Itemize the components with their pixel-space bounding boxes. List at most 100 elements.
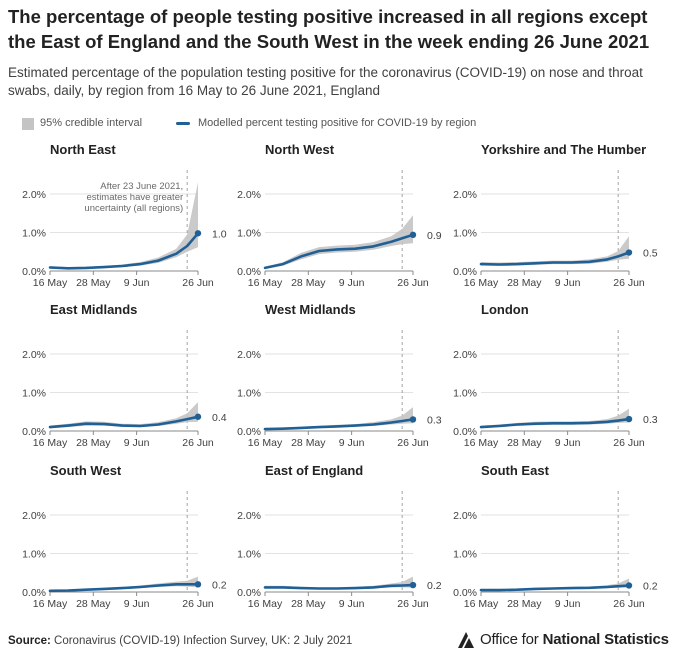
series-line (263, 583, 415, 590)
x-tick-label: 28 May (507, 277, 542, 289)
x-tick-label: 9 Jun (339, 598, 365, 610)
legend-swatch-interval (22, 118, 34, 130)
series-line (263, 418, 415, 431)
y-tick-label: 1.0% (237, 549, 261, 561)
end-value-label: 1.0 (212, 228, 227, 240)
y-tick-label: 1.0% (453, 549, 477, 561)
credible-interval-band (481, 236, 629, 266)
x-tick-label: 28 May (76, 437, 111, 449)
y-tick-label: 0.0% (453, 587, 477, 599)
annotation-text: uncertainty (all regions) (84, 203, 183, 214)
x-tick-label: 16 May (33, 437, 68, 449)
x-tick-label: 26 Jun (397, 437, 429, 449)
panel-east-midlands: East Midlands 0.0% 1.0% 2.0% 16 May 28 May 9 J… (22, 302, 227, 449)
x-tick-label: 16 May (248, 598, 283, 610)
source-note: Source: Coronavirus (COVID-19) Infection… (8, 635, 352, 647)
y-tick-label: 1.0% (453, 388, 477, 400)
x-tick-label: 26 Jun (613, 598, 645, 610)
y-tick-label: 0.0% (22, 266, 46, 278)
panel-north-west: North West 0.0% 1.0% 2.0% 16 May 28 May 9 Jun 2… (237, 142, 442, 289)
y-tick-label: 1.0% (453, 228, 477, 240)
series-line (48, 232, 200, 270)
series-end-point (409, 581, 417, 589)
panel-south-west: South West 0.0% 1.0% 2.0% 16 May 28 May 9 Jun 2… (22, 463, 227, 610)
panel-title: North East (50, 142, 116, 157)
x-tick-label: 16 May (33, 598, 68, 610)
series-line (48, 415, 200, 429)
series-line (479, 417, 631, 429)
panel-east-of-england: East of England 0.0% 1.0% 2.0% 16 May 28 May 9… (237, 463, 442, 610)
x-tick-label: 26 Jun (613, 277, 645, 289)
source-text: Coronavirus (COVID-19) Infection Survey,… (54, 635, 353, 647)
x-tick-label: 9 Jun (339, 277, 365, 289)
panel-south-east: South East 0.0% 1.0% 2.0% 16 May 28 May 9 Jun 2… (453, 463, 658, 610)
legend-swatch-line (176, 122, 190, 125)
y-tick-label: 2.0% (237, 510, 261, 522)
chart-title: The percentage of people testing positiv… (8, 6, 650, 52)
panel-title: West Midlands (265, 302, 356, 317)
panel-title: South East (481, 463, 550, 478)
end-value-label: 0.2 (643, 580, 658, 592)
x-tick-label: 28 May (291, 277, 326, 289)
panel-title: East of England (265, 463, 363, 478)
y-tick-label: 1.0% (22, 388, 46, 400)
panel-title: North West (265, 142, 335, 157)
x-tick-label: 28 May (507, 598, 542, 610)
x-tick-label: 16 May (464, 437, 499, 449)
x-tick-label: 26 Jun (397, 598, 429, 610)
chart-subtitle: Estimated percentage of the population t… (8, 65, 643, 98)
end-value-label: 0.3 (643, 414, 658, 426)
annotation-text: After 23 June 2021, (100, 181, 183, 192)
x-tick-label: 26 Jun (397, 277, 429, 289)
x-tick-label: 16 May (464, 598, 499, 610)
y-tick-label: 2.0% (237, 189, 261, 201)
y-tick-label: 0.0% (22, 587, 46, 599)
panel-yorkshire-and-the-humber: Yorkshire and The Humber 0.0% 1.0% 2.0% 16 M… (453, 142, 658, 289)
x-tick-label: 28 May (291, 598, 326, 610)
legend-label-line: Modelled percent testing positive for CO… (198, 117, 477, 129)
y-tick-label: 2.0% (22, 510, 46, 522)
series-line (479, 251, 631, 266)
y-tick-label: 2.0% (453, 510, 477, 522)
annotation-text: estimates have greater (87, 192, 184, 203)
end-value-label: 0.4 (212, 412, 227, 424)
x-tick-label: 28 May (76, 277, 111, 289)
x-tick-label: 26 Jun (182, 277, 214, 289)
x-tick-label: 26 Jun (613, 437, 645, 449)
x-tick-label: 16 May (248, 277, 283, 289)
end-value-label: 0.2 (212, 579, 227, 591)
end-value-label: 0.3 (427, 414, 442, 426)
series-end-point (409, 231, 417, 239)
series-end-point (194, 581, 202, 588)
ons-logo-mark-icon (458, 632, 474, 648)
credible-interval-band (50, 402, 198, 429)
y-tick-label: 0.0% (453, 426, 477, 438)
x-tick-label: 28 May (291, 437, 326, 449)
panel-title: East Midlands (50, 302, 137, 317)
y-tick-label: 1.0% (22, 228, 46, 240)
source-label: Source: (8, 635, 51, 647)
panel-title: Yorkshire and The Humber (481, 142, 646, 157)
series-end-point (194, 230, 202, 237)
y-tick-label: 0.0% (237, 426, 261, 438)
y-tick-label: 2.0% (22, 349, 46, 361)
panel-north-east: North East 0.0% 1.0% 2.0% 16 May 28 May 9 Jun 2… (22, 142, 227, 289)
x-tick-label: 16 May (248, 437, 283, 449)
series-end-point (409, 416, 417, 423)
x-tick-label: 9 Jun (555, 277, 581, 289)
y-tick-label: 1.0% (237, 228, 261, 240)
x-tick-label: 9 Jun (124, 598, 150, 610)
series-line (263, 233, 415, 270)
x-tick-label: 16 May (33, 277, 68, 289)
y-tick-label: 2.0% (22, 189, 46, 201)
x-tick-label: 26 Jun (182, 437, 214, 449)
y-tick-label: 0.0% (22, 426, 46, 438)
y-tick-label: 1.0% (22, 549, 46, 561)
end-value-label: 0.5 (643, 248, 658, 260)
x-tick-label: 26 Jun (182, 598, 214, 610)
end-value-label: 0.2 (427, 580, 442, 592)
series-line (479, 584, 631, 592)
x-tick-label: 9 Jun (339, 437, 365, 449)
series-end-point (625, 249, 633, 256)
